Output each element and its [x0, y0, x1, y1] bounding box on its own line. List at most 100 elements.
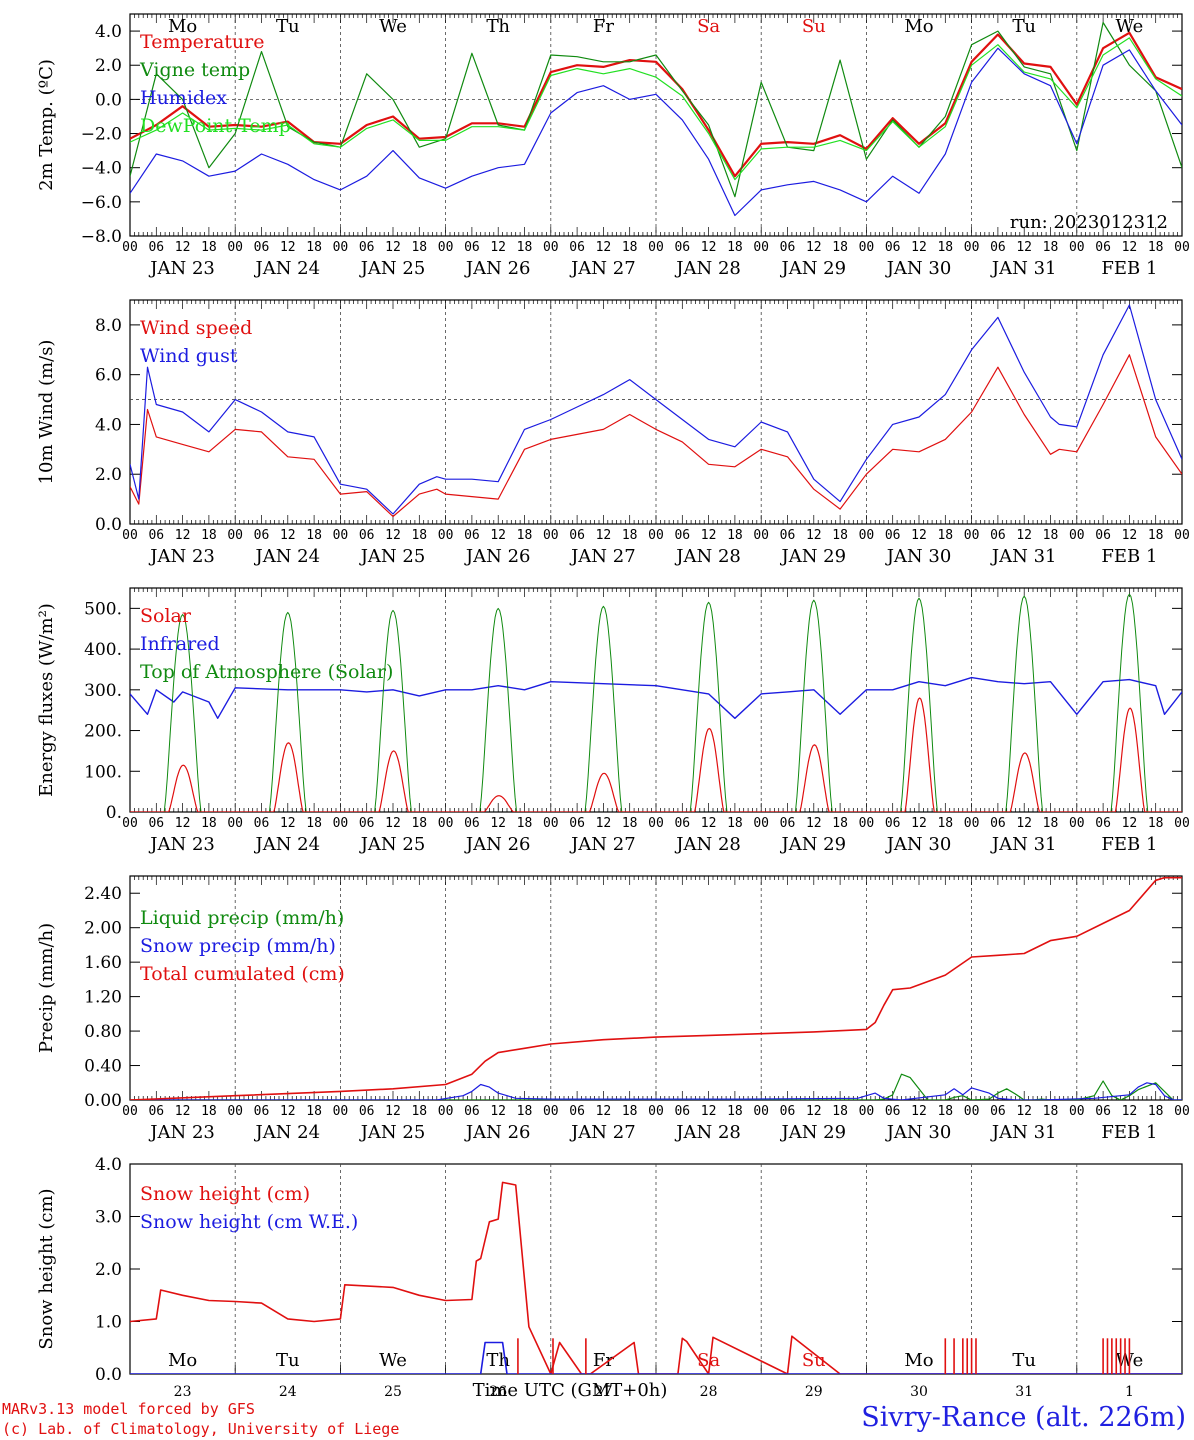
hour-tick-label: 00 [122, 1104, 138, 1119]
hour-tick-label: 12 [701, 1104, 717, 1119]
hour-tick-label: 06 [674, 1104, 690, 1119]
day-number-label: 30 [910, 1384, 928, 1400]
hour-tick-label: 12 [280, 240, 296, 255]
hour-tick-label: 18 [1148, 240, 1164, 255]
hour-tick-label: 00 [122, 816, 138, 831]
hour-tick-label: 18 [937, 240, 953, 255]
hour-tick-label: 00 [1069, 816, 1085, 831]
hour-tick-label: 12 [911, 528, 927, 543]
series-liquid-precip-mm-h [130, 1073, 1182, 1100]
y-tick-label: 0.0 [95, 90, 122, 110]
y-tick-label: 0.80 [84, 1022, 122, 1042]
weekday-label: Th [486, 16, 510, 37]
hour-tick-label: 00 [227, 240, 243, 255]
hour-tick-label: 18 [517, 816, 533, 831]
hour-tick-label: 00 [1069, 1104, 1085, 1119]
hour-tick-label: 18 [937, 816, 953, 831]
day-number-label: 24 [279, 1384, 297, 1400]
hour-tick-label: 00 [227, 528, 243, 543]
day-number-label: 25 [384, 1384, 402, 1400]
hour-tick-label: 00 [964, 1104, 980, 1119]
hour-tick-label: 18 [517, 528, 533, 543]
y-tick-label: 500. [84, 599, 122, 619]
y-tick-label: 2.0 [95, 465, 122, 485]
y-tick-label: 2.00 [84, 919, 122, 939]
weekday-label: We [1116, 16, 1144, 37]
hour-tick-label: 06 [1095, 528, 1111, 543]
y-tick-label: 200. [84, 722, 122, 742]
weekday-label: Su [802, 16, 826, 37]
hour-tick-label: 06 [674, 240, 690, 255]
date-label: FEB 1 [1101, 258, 1157, 279]
legend-entry: Snow precip (mm/h) [140, 935, 336, 957]
date-label: JAN 23 [148, 546, 215, 567]
hour-tick-label: 06 [885, 528, 901, 543]
hour-tick-label: 12 [596, 1104, 612, 1119]
weekday-label: Sa [697, 16, 720, 37]
hour-tick-label: 06 [254, 1104, 270, 1119]
legend-entry: Wind gust [140, 345, 238, 367]
hour-tick-label: 12 [1122, 1104, 1138, 1119]
hour-tick-label: 00 [753, 816, 769, 831]
day-number-label: 29 [805, 1384, 823, 1400]
station-title: Sivry-Rance (alt. 226m) [861, 1402, 1186, 1433]
legend-entry: Temperature [140, 31, 264, 53]
hour-tick-label: 12 [701, 240, 717, 255]
hour-tick-label: 00 [1174, 816, 1190, 831]
hour-tick-label: 18 [1043, 528, 1059, 543]
hour-tick-label: 18 [622, 1104, 638, 1119]
weekday-label: Su [802, 1350, 826, 1371]
hour-tick-label: 06 [1095, 240, 1111, 255]
hour-tick-label: 00 [1069, 240, 1085, 255]
weekday-label: Tu [276, 1350, 300, 1371]
hour-tick-label: 12 [806, 528, 822, 543]
hour-tick-label: 12 [1016, 528, 1032, 543]
y-axis-label: 2m Temp. (ºC) [36, 59, 57, 191]
hour-tick-label: 18 [1043, 816, 1059, 831]
x-ticks [129, 588, 1183, 812]
date-label: JAN 27 [569, 1122, 636, 1143]
weekday-label: Mo [904, 16, 933, 37]
hour-tick-label: 18 [1148, 1104, 1164, 1119]
hour-tick-label: 06 [148, 240, 164, 255]
hour-tick-label: 06 [148, 816, 164, 831]
hour-tick-label: 18 [306, 816, 322, 831]
hour-tick-label: 00 [438, 816, 454, 831]
date-label: JAN 25 [359, 258, 426, 279]
date-label: FEB 1 [1101, 546, 1157, 567]
series-snow-precip-mm-h [130, 1082, 1182, 1100]
hour-tick-label: 18 [201, 528, 217, 543]
hour-tick-label: 06 [359, 816, 375, 831]
hour-tick-label: 00 [648, 240, 664, 255]
date-label: FEB 1 [1101, 1122, 1157, 1143]
legend-entry: DewPoint Temp [140, 115, 291, 137]
hour-tick-label: 18 [832, 240, 848, 255]
y-tick-label: 4.0 [95, 22, 122, 42]
y-tick-label: 1.60 [84, 953, 122, 973]
legend-entry: Total cumulated (cm) [140, 963, 345, 985]
hour-tick-label: 00 [648, 528, 664, 543]
hour-tick-label: 18 [411, 240, 427, 255]
hour-tick-label: 18 [622, 240, 638, 255]
panel-2: 0.0 2.0 4.0 6.0 8.0 10m Wind (m/s) 00 06 12 18 00 0… [36, 299, 1190, 567]
hour-tick-label: 18 [201, 816, 217, 831]
hour-tick-label: 06 [148, 528, 164, 543]
hour-tick-label: 00 [753, 240, 769, 255]
hour-tick-label: 12 [385, 816, 401, 831]
legend-entry: Snow height (cm) [140, 1183, 310, 1205]
hour-tick-label: 12 [280, 816, 296, 831]
date-label: JAN 30 [885, 1122, 952, 1143]
date-label: JAN 30 [885, 546, 952, 567]
hour-tick-label: 06 [148, 1104, 164, 1119]
series-solar [130, 697, 1182, 812]
hour-tick-label: 18 [411, 528, 427, 543]
y-tick-label: 4.0 [95, 1155, 122, 1175]
plot-frame [129, 299, 1183, 525]
hour-tick-label: 18 [306, 528, 322, 543]
date-label: JAN 31 [990, 834, 1057, 855]
hour-tick-label: 18 [727, 1104, 743, 1119]
hour-tick-label: 12 [385, 1104, 401, 1119]
hour-tick-label: 06 [464, 240, 480, 255]
hour-tick-label: 18 [1043, 240, 1059, 255]
